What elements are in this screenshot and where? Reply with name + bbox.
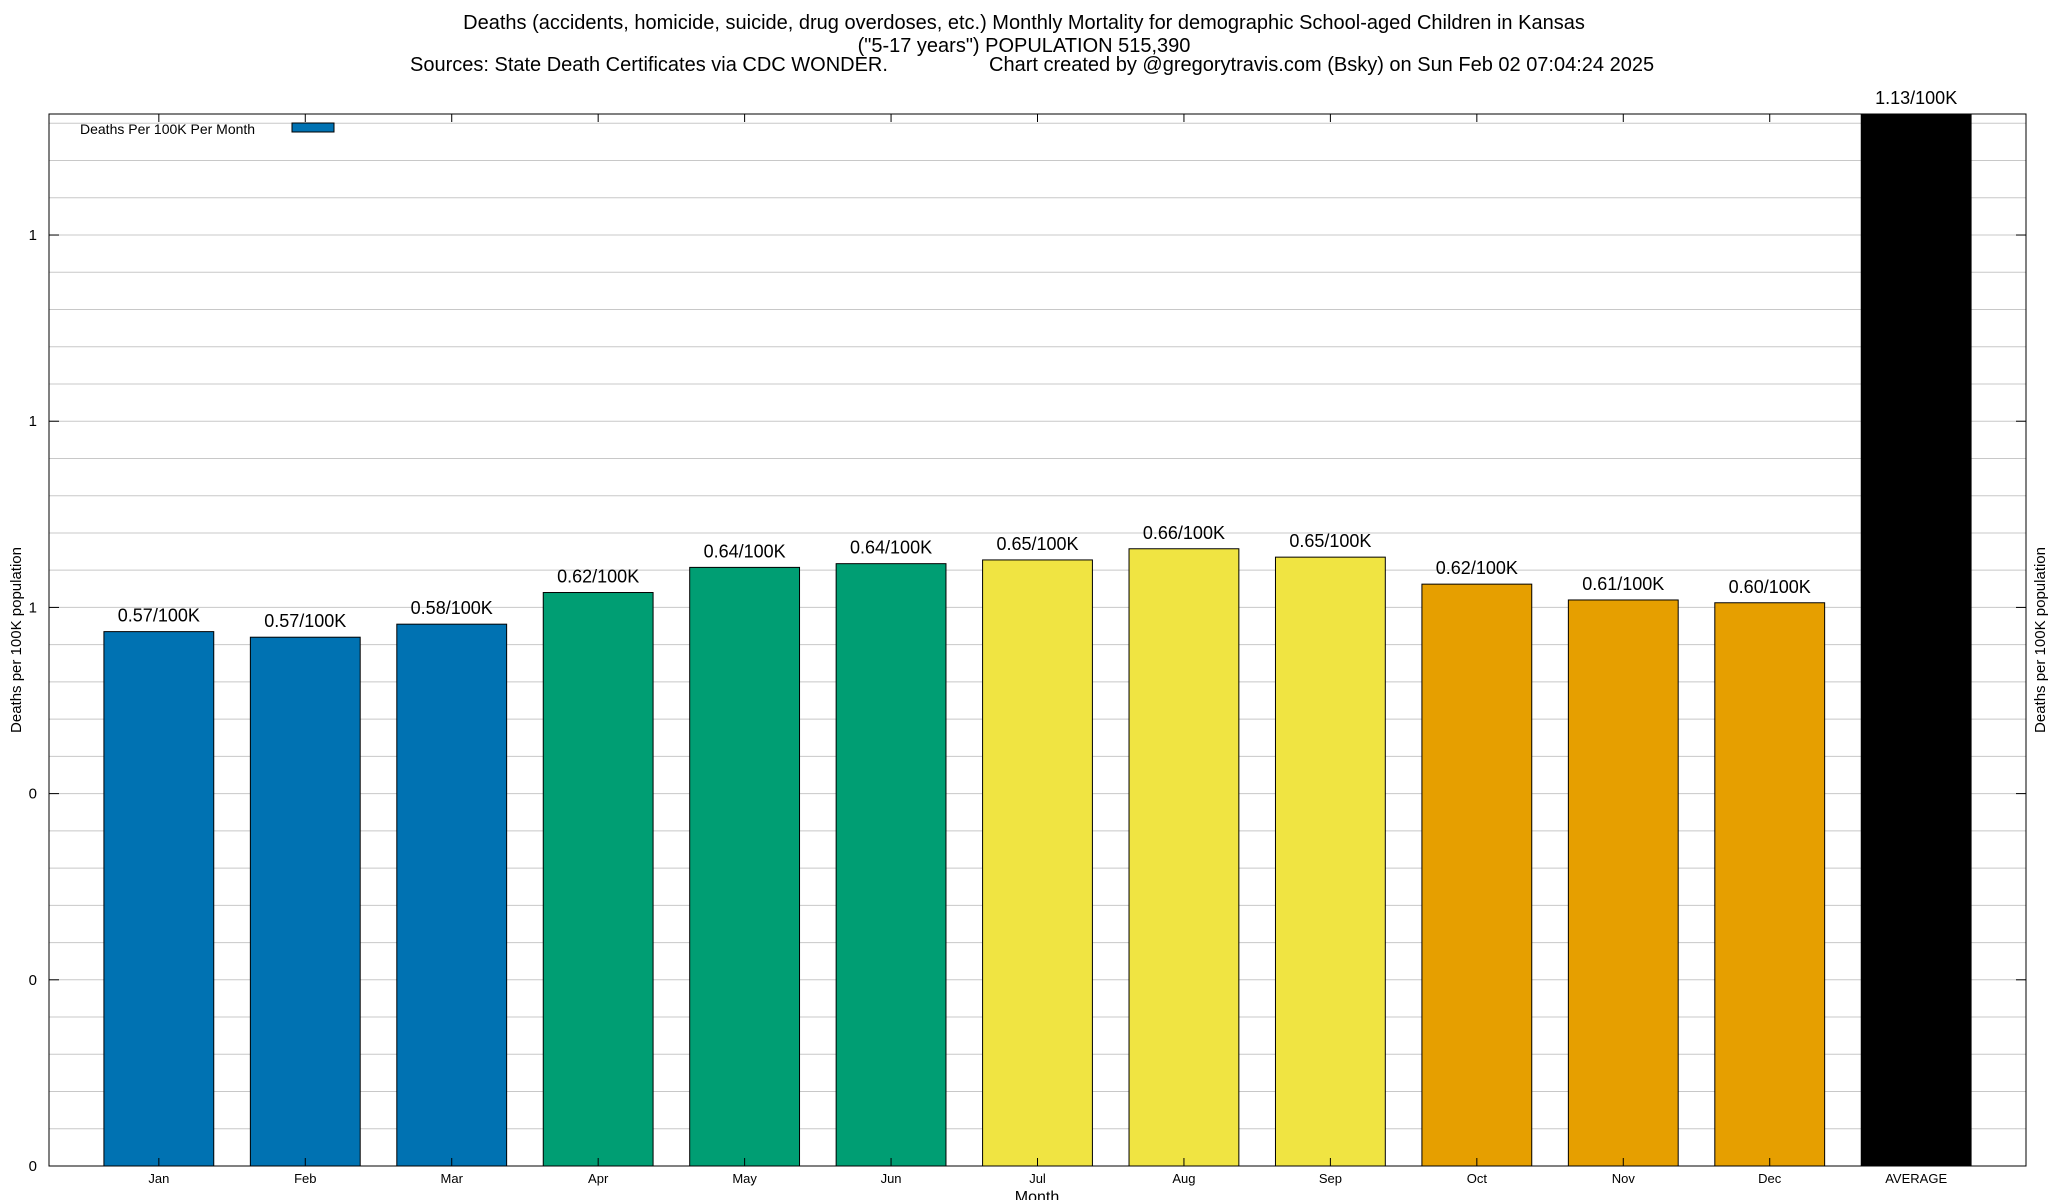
data-label: 0.66/100K <box>1143 523 1225 543</box>
data-label: 0.65/100K <box>996 534 1078 554</box>
x-tick-label: Jan <box>148 1171 169 1186</box>
x-tick-label: Apr <box>588 1171 609 1186</box>
data-label: 0.62/100K <box>557 567 639 587</box>
x-tick-label: AVERAGE <box>1885 1171 1947 1186</box>
bar-apr <box>542 592 654 1167</box>
data-label: 0.60/100K <box>1729 577 1811 597</box>
x-tick-label: Sep <box>1319 1171 1342 1186</box>
bar-average <box>1860 113 1972 1167</box>
data-label: 1.13/100K <box>1875 88 1957 108</box>
chart-subtitle: ("5-17 years") POPULATION 515,390 <box>857 35 1191 57</box>
bar-jul <box>982 559 1093 1167</box>
bar-aug <box>1128 548 1240 1167</box>
x-tick-label: Jul <box>1029 1171 1046 1186</box>
source-text: Sources: State Death Certificates via CD… <box>410 54 888 76</box>
x-tick-label: Aug <box>1172 1171 1195 1186</box>
data-label: 0.58/100K <box>411 598 493 618</box>
legend: Deaths Per 100K Per Month <box>80 121 335 137</box>
y-tick-label: 1 <box>29 227 37 244</box>
legend-swatch <box>291 122 335 133</box>
bar-dec <box>1714 602 1826 1167</box>
bar-feb <box>249 636 361 1167</box>
data-label: 0.64/100K <box>850 538 932 558</box>
data-label: 0.57/100K <box>264 611 346 631</box>
y2-axis-label: Deaths per 100K population <box>2032 547 2048 733</box>
y-tick-label: 1 <box>29 599 37 616</box>
data-label: 0.61/100K <box>1582 574 1664 594</box>
y-axis-label: Deaths per 100K population <box>8 547 25 733</box>
x-axis-label: Month <box>1015 1189 1059 1200</box>
bar-sep <box>1274 556 1386 1167</box>
bar-nov <box>1567 599 1679 1167</box>
legend-label: Deaths Per 100K Per Month <box>80 121 255 137</box>
bar-jan <box>103 631 215 1167</box>
y-tick-label: 0 <box>29 1158 37 1175</box>
bar-mar <box>396 623 508 1167</box>
y-tick-label: 1 <box>29 413 37 430</box>
labels-layer: 0 0 0 1 1 1 Jan 0.57/100K Feb 0.57/100K Mar 0.58/10… <box>29 88 1958 1186</box>
data-label: 0.57/100K <box>118 606 200 626</box>
ticks-layer <box>49 114 2026 1167</box>
x-tick-label: May <box>732 1171 757 1186</box>
x-tick-label: Feb <box>294 1171 316 1186</box>
bars-layer <box>103 113 1972 1167</box>
x-tick-label: Dec <box>1758 1171 1782 1186</box>
chart-title: Deaths (accidents, homicide, suicide, dr… <box>463 12 1585 34</box>
bar-may <box>689 566 801 1167</box>
x-tick-label: Jun <box>881 1171 902 1186</box>
data-label: 0.64/100K <box>704 541 786 561</box>
data-label: 0.62/100K <box>1436 558 1518 578</box>
data-label: 0.65/100K <box>1289 531 1371 551</box>
y-tick-label: 0 <box>29 972 37 989</box>
bar-jun <box>835 563 947 1167</box>
credit-text: Chart created by @gregorytravis.com (Bsk… <box>989 54 1655 76</box>
y-tick-label: 0 <box>29 786 37 803</box>
x-tick-label: Oct <box>1467 1171 1488 1186</box>
x-tick-label: Nov <box>1612 1171 1636 1186</box>
bar-oct <box>1421 583 1533 1167</box>
x-tick-label: Mar <box>441 1171 464 1186</box>
